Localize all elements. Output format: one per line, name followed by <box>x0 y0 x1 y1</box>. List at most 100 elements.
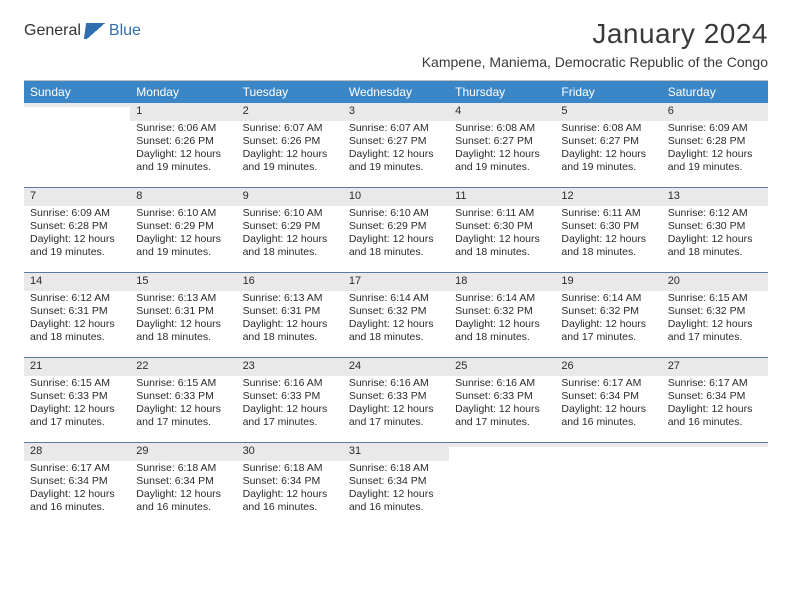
week-row: 1Sunrise: 6:06 AMSunset: 6:26 PMDaylight… <box>24 103 768 187</box>
cell-line-daylight2: and 17 minutes. <box>243 416 337 429</box>
cell-line-sunset: Sunset: 6:34 PM <box>349 475 443 488</box>
cell-body: Sunrise: 6:15 AMSunset: 6:32 PMDaylight:… <box>662 291 768 349</box>
calendar-cell: 6Sunrise: 6:09 AMSunset: 6:28 PMDaylight… <box>662 103 768 187</box>
cell-line-sunset: Sunset: 6:32 PM <box>668 305 762 318</box>
cell-line-sunrise: Sunrise: 6:13 AM <box>136 292 230 305</box>
day-number: 27 <box>662 358 768 376</box>
calendar-cell: 15Sunrise: 6:13 AMSunset: 6:31 PMDayligh… <box>130 273 236 357</box>
location-subtitle: Kampene, Maniema, Democratic Republic of… <box>422 54 768 70</box>
cell-line-sunset: Sunset: 6:31 PM <box>30 305 124 318</box>
calendar-cell <box>662 443 768 527</box>
week-row: 28Sunrise: 6:17 AMSunset: 6:34 PMDayligh… <box>24 442 768 527</box>
cell-line-daylight2: and 19 minutes. <box>668 161 762 174</box>
day-number: 21 <box>24 358 130 376</box>
calendar-cell: 4Sunrise: 6:08 AMSunset: 6:27 PMDaylight… <box>449 103 555 187</box>
header-row: General Blue January 2024 Kampene, Manie… <box>24 18 768 70</box>
day-number: 20 <box>662 273 768 291</box>
cell-line-sunrise: Sunrise: 6:10 AM <box>243 207 337 220</box>
cell-line-sunset: Sunset: 6:32 PM <box>561 305 655 318</box>
cell-body: Sunrise: 6:15 AMSunset: 6:33 PMDaylight:… <box>24 376 130 434</box>
cell-line-daylight2: and 18 minutes. <box>30 331 124 344</box>
calendar-cell: 27Sunrise: 6:17 AMSunset: 6:34 PMDayligh… <box>662 358 768 442</box>
cell-line-sunset: Sunset: 6:29 PM <box>349 220 443 233</box>
calendar-cell: 11Sunrise: 6:11 AMSunset: 6:30 PMDayligh… <box>449 188 555 272</box>
day-number: 6 <box>662 103 768 121</box>
cell-line-daylight1: Daylight: 12 hours <box>561 318 655 331</box>
cell-body: Sunrise: 6:13 AMSunset: 6:31 PMDaylight:… <box>130 291 236 349</box>
cell-line-daylight1: Daylight: 12 hours <box>30 488 124 501</box>
calendar-cell: 23Sunrise: 6:16 AMSunset: 6:33 PMDayligh… <box>237 358 343 442</box>
calendar-cell: 9Sunrise: 6:10 AMSunset: 6:29 PMDaylight… <box>237 188 343 272</box>
calendar-cell: 17Sunrise: 6:14 AMSunset: 6:32 PMDayligh… <box>343 273 449 357</box>
cell-line-daylight1: Daylight: 12 hours <box>136 318 230 331</box>
cell-body: Sunrise: 6:09 AMSunset: 6:28 PMDaylight:… <box>662 121 768 179</box>
cell-body: Sunrise: 6:13 AMSunset: 6:31 PMDaylight:… <box>237 291 343 349</box>
cell-line-daylight2: and 19 minutes. <box>136 161 230 174</box>
calendar-cell <box>24 103 130 187</box>
cell-line-daylight1: Daylight: 12 hours <box>136 488 230 501</box>
calendar-cell: 2Sunrise: 6:07 AMSunset: 6:26 PMDaylight… <box>237 103 343 187</box>
cell-line-daylight1: Daylight: 12 hours <box>30 403 124 416</box>
cell-line-daylight1: Daylight: 12 hours <box>349 148 443 161</box>
cell-body: Sunrise: 6:12 AMSunset: 6:30 PMDaylight:… <box>662 206 768 264</box>
day-number: 25 <box>449 358 555 376</box>
cell-line-sunset: Sunset: 6:33 PM <box>455 390 549 403</box>
cell-line-daylight2: and 19 minutes. <box>349 161 443 174</box>
cell-line-sunrise: Sunrise: 6:07 AM <box>349 122 443 135</box>
cell-line-sunset: Sunset: 6:29 PM <box>136 220 230 233</box>
cell-line-daylight1: Daylight: 12 hours <box>243 488 337 501</box>
cell-line-sunrise: Sunrise: 6:18 AM <box>136 462 230 475</box>
calendar-cell: 3Sunrise: 6:07 AMSunset: 6:27 PMDaylight… <box>343 103 449 187</box>
day-number: 29 <box>130 443 236 461</box>
cell-line-daylight2: and 16 minutes. <box>668 416 762 429</box>
cell-line-sunrise: Sunrise: 6:18 AM <box>243 462 337 475</box>
calendar-cell: 1Sunrise: 6:06 AMSunset: 6:26 PMDaylight… <box>130 103 236 187</box>
cell-line-daylight1: Daylight: 12 hours <box>349 318 443 331</box>
cell-line-sunset: Sunset: 6:30 PM <box>561 220 655 233</box>
cell-line-sunset: Sunset: 6:30 PM <box>455 220 549 233</box>
day-number: 4 <box>449 103 555 121</box>
cell-line-sunrise: Sunrise: 6:06 AM <box>136 122 230 135</box>
cell-line-sunset: Sunset: 6:26 PM <box>243 135 337 148</box>
day-number: 22 <box>130 358 236 376</box>
cell-line-sunset: Sunset: 6:34 PM <box>243 475 337 488</box>
day-number: 28 <box>24 443 130 461</box>
cell-line-sunset: Sunset: 6:33 PM <box>136 390 230 403</box>
calendar-cell: 20Sunrise: 6:15 AMSunset: 6:32 PMDayligh… <box>662 273 768 357</box>
day-number: 19 <box>555 273 661 291</box>
cell-line-sunset: Sunset: 6:29 PM <box>243 220 337 233</box>
cell-line-daylight2: and 19 minutes. <box>243 161 337 174</box>
calendar-grid: SundayMondayTuesdayWednesdayThursdayFrid… <box>24 80 768 527</box>
cell-line-daylight2: and 19 minutes. <box>561 161 655 174</box>
cell-line-sunset: Sunset: 6:30 PM <box>668 220 762 233</box>
cell-line-daylight1: Daylight: 12 hours <box>561 233 655 246</box>
cell-line-sunset: Sunset: 6:34 PM <box>668 390 762 403</box>
cell-line-daylight1: Daylight: 12 hours <box>561 148 655 161</box>
cell-line-sunrise: Sunrise: 6:09 AM <box>30 207 124 220</box>
day-header: Friday <box>555 81 661 103</box>
calendar-cell: 8Sunrise: 6:10 AMSunset: 6:29 PMDaylight… <box>130 188 236 272</box>
cell-line-sunrise: Sunrise: 6:16 AM <box>243 377 337 390</box>
cell-line-daylight2: and 16 minutes. <box>30 501 124 514</box>
cell-line-daylight1: Daylight: 12 hours <box>30 318 124 331</box>
cell-line-sunrise: Sunrise: 6:16 AM <box>455 377 549 390</box>
calendar-cell: 21Sunrise: 6:15 AMSunset: 6:33 PMDayligh… <box>24 358 130 442</box>
cell-body: Sunrise: 6:16 AMSunset: 6:33 PMDaylight:… <box>449 376 555 434</box>
cell-line-daylight2: and 18 minutes. <box>349 246 443 259</box>
title-block: January 2024 Kampene, Maniema, Democrati… <box>422 18 768 70</box>
cell-line-daylight1: Daylight: 12 hours <box>561 403 655 416</box>
cell-body <box>449 447 555 452</box>
cell-line-daylight1: Daylight: 12 hours <box>243 318 337 331</box>
week-row: 21Sunrise: 6:15 AMSunset: 6:33 PMDayligh… <box>24 357 768 442</box>
cell-line-daylight1: Daylight: 12 hours <box>349 488 443 501</box>
cell-line-sunset: Sunset: 6:34 PM <box>561 390 655 403</box>
day-number: 14 <box>24 273 130 291</box>
cell-line-daylight2: and 17 minutes. <box>30 416 124 429</box>
calendar-page: General Blue January 2024 Kampene, Manie… <box>0 0 792 537</box>
day-header: Thursday <box>449 81 555 103</box>
cell-line-daylight2: and 19 minutes. <box>455 161 549 174</box>
month-title: January 2024 <box>422 18 768 50</box>
cell-line-daylight2: and 18 minutes. <box>455 246 549 259</box>
day-header: Saturday <box>662 81 768 103</box>
cell-body: Sunrise: 6:07 AMSunset: 6:26 PMDaylight:… <box>237 121 343 179</box>
